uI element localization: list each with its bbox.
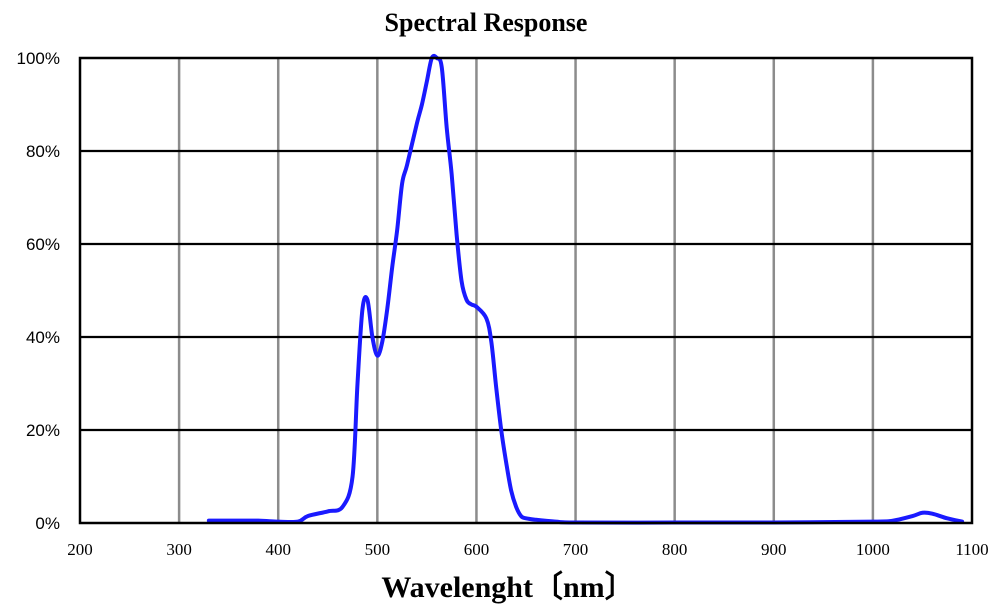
- y-tick-label: 40%: [26, 328, 60, 347]
- y-tick-label: 60%: [26, 235, 60, 254]
- x-tick-label: 700: [563, 540, 589, 559]
- y-tick-label: 80%: [26, 142, 60, 161]
- y-tick-label: 100%: [17, 49, 60, 68]
- y-axis-ticks: 0% 20% 40% 60% 80% 100%: [17, 49, 60, 533]
- grid: [80, 58, 972, 523]
- x-tick-label: 400: [265, 540, 291, 559]
- x-tick-label: 200: [67, 540, 93, 559]
- x-tick-label: 500: [365, 540, 391, 559]
- x-tick-label: 300: [166, 540, 192, 559]
- x-axis-ticks: 200 300 400 500 600 700 800 900 1000 1100: [67, 540, 988, 559]
- x-tick-label: 1100: [955, 540, 988, 559]
- y-tick-label: 20%: [26, 421, 60, 440]
- x-tick-label: 800: [662, 540, 688, 559]
- y-tick-label: 0%: [35, 514, 60, 533]
- chart-title: Spectral Response: [385, 8, 588, 37]
- x-tick-label: 600: [464, 540, 490, 559]
- x-tick-label: 900: [761, 540, 787, 559]
- x-axis-label: Wavelenght〔nm〕: [381, 570, 634, 604]
- x-tick-label: 1000: [856, 540, 890, 559]
- plot-frame: [78, 56, 974, 525]
